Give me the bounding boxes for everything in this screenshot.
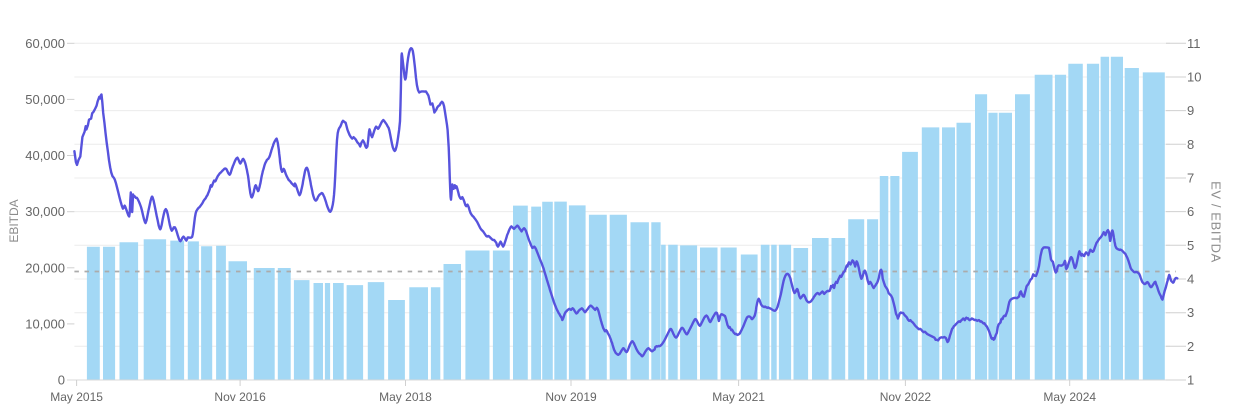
svg-text:May 2015: May 2015 [50,390,103,404]
svg-text:1: 1 [1187,373,1194,388]
svg-text:40,000: 40,000 [25,148,65,163]
svg-text:May 2021: May 2021 [712,390,765,404]
svg-text:May 2018: May 2018 [379,390,432,404]
svg-text:Nov 2022: Nov 2022 [880,390,932,404]
svg-text:EV / EBITDA: EV / EBITDA [1209,181,1224,263]
svg-text:0: 0 [58,373,65,388]
svg-text:8: 8 [1187,137,1194,152]
svg-text:Nov 2016: Nov 2016 [214,390,266,404]
svg-text:5: 5 [1187,238,1194,253]
svg-text:30,000: 30,000 [25,204,65,219]
svg-text:3: 3 [1187,305,1194,320]
svg-text:7: 7 [1187,171,1194,186]
svg-text:4: 4 [1187,272,1194,287]
svg-text:10: 10 [1187,70,1201,85]
svg-text:Nov 2019: Nov 2019 [545,390,597,404]
svg-text:6: 6 [1187,204,1194,219]
svg-text:11: 11 [1187,36,1201,51]
svg-text:EBITDA: EBITDA [7,199,21,242]
svg-text:20,000: 20,000 [25,260,65,275]
svg-text:2: 2 [1187,339,1194,354]
svg-text:10,000: 10,000 [25,316,65,331]
svg-text:60,000: 60,000 [25,36,65,51]
svg-text:9: 9 [1187,103,1194,118]
svg-text:50,000: 50,000 [25,92,65,107]
svg-text:May 2024: May 2024 [1043,390,1096,404]
